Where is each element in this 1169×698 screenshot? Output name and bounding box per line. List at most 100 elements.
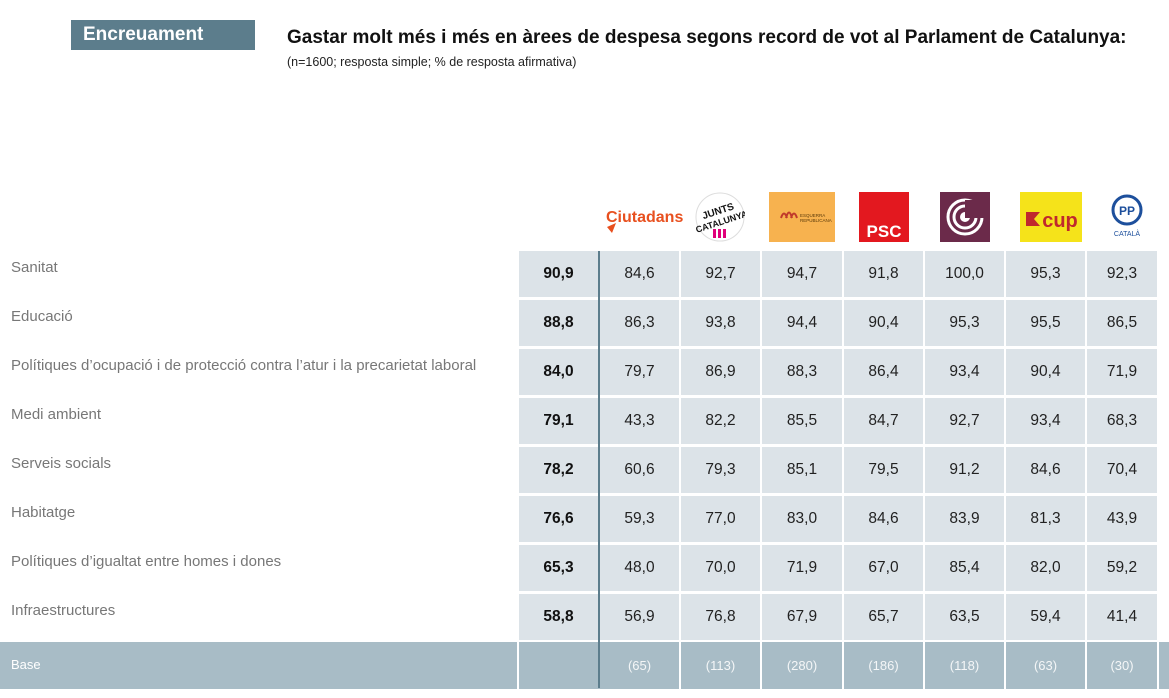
value-cell: 59,3 xyxy=(600,496,679,542)
ciutadans-logo: Ciutadans xyxy=(604,192,684,242)
value-cell: 77,0 xyxy=(681,496,760,542)
row-label: Educació xyxy=(11,308,73,325)
total-column-divider xyxy=(598,251,600,688)
base-label: Base xyxy=(11,657,41,672)
value-cell: 86,4 xyxy=(844,349,923,395)
value-cell: 71,9 xyxy=(762,545,842,591)
value-cell: 86,5 xyxy=(1087,300,1157,346)
value-cell: 92,7 xyxy=(925,398,1004,444)
base-cell: (63) xyxy=(1033,658,1058,673)
value-cell: 92,3 xyxy=(1087,251,1157,297)
value-cell: 70,4 xyxy=(1087,447,1157,493)
value-cell: 59,4 xyxy=(1006,594,1085,640)
base-row: Base (65) (113) (280) (186) (118) (63) (… xyxy=(0,642,1169,689)
table-row: Sanitat 90,9 84,6 92,7 94,7 91,8 100,0 9… xyxy=(0,251,1169,297)
svg-text:ESQUERRA: ESQUERRA xyxy=(800,213,825,218)
table-row: Polítiques d’ocupació i de protecció con… xyxy=(0,349,1169,395)
value-cell: 100,0 xyxy=(925,251,1004,297)
junts-logo: JUNTS CATALUNYA xyxy=(695,192,745,242)
table-row: Medi ambient 79,1 43,3 82,2 85,5 84,7 92… xyxy=(0,398,1169,444)
total-cell: 79,1 xyxy=(519,398,598,444)
total-cell: 84,0 xyxy=(519,349,598,395)
column-divider xyxy=(679,642,681,689)
value-cell: 95,3 xyxy=(925,300,1004,346)
total-cell: 90,9 xyxy=(519,251,598,297)
value-cell: 43,9 xyxy=(1087,496,1157,542)
base-cell: (65) xyxy=(627,658,652,673)
column-divider xyxy=(1157,642,1159,689)
base-cell: (113) xyxy=(705,658,736,673)
base-cell: (118) xyxy=(949,658,980,673)
table-row: Educació 88,8 86,3 93,8 94,4 90,4 95,3 9… xyxy=(0,300,1169,346)
column-divider xyxy=(517,642,519,689)
value-cell: 94,4 xyxy=(762,300,842,346)
value-cell: 91,2 xyxy=(925,447,1004,493)
value-cell: 83,9 xyxy=(925,496,1004,542)
value-cell: 85,4 xyxy=(925,545,1004,591)
page-subtitle: (n=1600; resposta simple; % de resposta … xyxy=(287,55,577,69)
comuns-logo xyxy=(940,192,990,242)
value-cell: 84,7 xyxy=(844,398,923,444)
row-label: Medi ambient xyxy=(11,406,102,423)
value-cell: 48,0 xyxy=(600,545,679,591)
psc-logo: PSC xyxy=(859,192,909,242)
value-cell: 41,4 xyxy=(1087,594,1157,640)
svg-text:CATALÀ: CATALÀ xyxy=(1114,229,1141,238)
value-cell: 86,9 xyxy=(681,349,760,395)
value-cell: 85,5 xyxy=(762,398,842,444)
value-cell: 84,6 xyxy=(600,251,679,297)
value-cell: 79,3 xyxy=(681,447,760,493)
value-cell: 82,2 xyxy=(681,398,760,444)
value-cell: 67,9 xyxy=(762,594,842,640)
value-cell: 93,8 xyxy=(681,300,760,346)
value-cell: 79,7 xyxy=(600,349,679,395)
value-cell: 90,4 xyxy=(844,300,923,346)
total-cell: 76,6 xyxy=(519,496,598,542)
row-label: Serveis socials xyxy=(11,455,112,472)
svg-text:cup: cup xyxy=(1042,210,1078,232)
value-cell: 93,4 xyxy=(925,349,1004,395)
table-row: Habitatge 76,6 59,3 77,0 83,0 84,6 83,9 … xyxy=(0,496,1169,542)
value-cell: 81,3 xyxy=(1006,496,1085,542)
value-cell: 59,2 xyxy=(1087,545,1157,591)
value-cell: 91,8 xyxy=(844,251,923,297)
column-divider xyxy=(1004,642,1006,689)
svg-text:REPUBLICANA: REPUBLICANA xyxy=(800,218,832,223)
value-cell: 88,3 xyxy=(762,349,842,395)
value-cell: 83,0 xyxy=(762,496,842,542)
page-title: Gastar molt més i més en àrees de despes… xyxy=(287,27,1127,48)
erc-logo: ESQUERRA REPUBLICANA xyxy=(769,192,835,242)
total-cell: 58,8 xyxy=(519,594,598,640)
value-cell: 82,0 xyxy=(1006,545,1085,591)
value-cell: 95,5 xyxy=(1006,300,1085,346)
svg-text:PSC: PSC xyxy=(867,222,902,241)
value-cell: 70,0 xyxy=(681,545,760,591)
value-cell: 65,7 xyxy=(844,594,923,640)
value-cell: 85,1 xyxy=(762,447,842,493)
value-cell: 56,9 xyxy=(600,594,679,640)
value-cell: 93,4 xyxy=(1006,398,1085,444)
total-cell: 78,2 xyxy=(519,447,598,493)
table-row: Polítiques d’igualtat entre homes i done… xyxy=(0,545,1169,591)
column-divider xyxy=(760,642,762,689)
total-cell: 65,3 xyxy=(519,545,598,591)
column-divider xyxy=(1085,642,1087,689)
value-cell: 63,5 xyxy=(925,594,1004,640)
value-cell: 60,6 xyxy=(600,447,679,493)
value-cell: 84,6 xyxy=(1006,447,1085,493)
value-cell: 95,3 xyxy=(1006,251,1085,297)
pp-logo: PP CATALÀ xyxy=(1107,192,1147,242)
row-label: Polítiques d’igualtat entre homes i done… xyxy=(11,553,282,570)
table-row: Infraestructures 58,8 56,9 76,8 67,9 65,… xyxy=(0,594,1169,640)
row-label: Polítiques d’ocupació i de protecció con… xyxy=(11,357,477,374)
section-tag: Encreuament xyxy=(71,20,255,50)
svg-text:PP: PP xyxy=(1119,204,1135,218)
value-cell: 68,3 xyxy=(1087,398,1157,444)
base-cell: (280) xyxy=(786,658,818,673)
value-cell: 92,7 xyxy=(681,251,760,297)
value-cell: 67,0 xyxy=(844,545,923,591)
value-cell: 76,8 xyxy=(681,594,760,640)
svg-text:Ciutadans: Ciutadans xyxy=(606,209,683,226)
row-label: Infraestructures xyxy=(11,602,116,619)
value-cell: 79,5 xyxy=(844,447,923,493)
